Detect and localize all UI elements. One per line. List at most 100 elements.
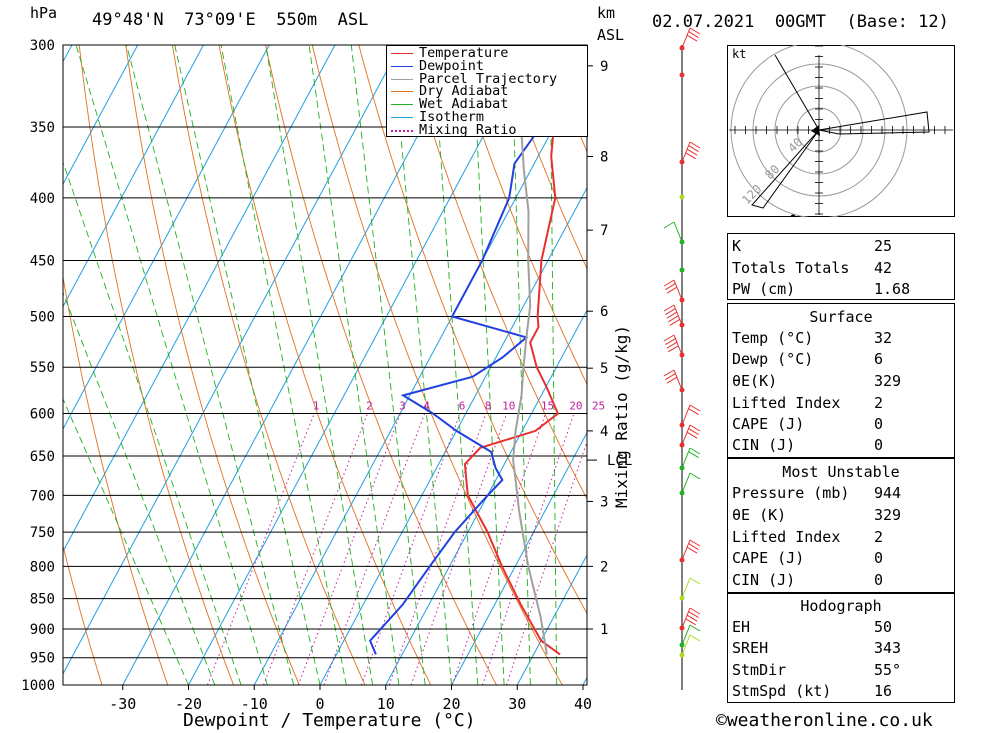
km-tick-label: 4 [600, 424, 608, 440]
wind-barb-feather [665, 373, 676, 381]
wet-adiabat-line [392, 45, 452, 685]
wind-barb-feather [689, 447, 701, 455]
wind-barb-feather [688, 543, 699, 551]
surface-row-temp: Temp (°C) 32 [732, 329, 893, 347]
wind-barb-feather [688, 145, 699, 153]
km-tick-label: 7 [600, 223, 608, 239]
legend-item-temperature: Temperature [391, 45, 587, 61]
wind-barb-feather [686, 34, 698, 42]
wind-barb-staff [673, 369, 683, 391]
dry-adiabat-line [358, 45, 587, 615]
most-unstable-panel: Most Unstable Pressure (mb) 944 θE (K) 329… [727, 458, 955, 593]
x-axis-label: Dewpoint / Temperature (°C) [183, 710, 476, 731]
pressure-tick-label: 600 [30, 406, 55, 422]
wind-barb-staff [673, 334, 683, 356]
pressure-tick-label: 500 [30, 310, 55, 326]
wind-barb-feather [689, 472, 701, 480]
hodograph-trace-east [818, 111, 930, 135]
legend-swatch [391, 91, 413, 93]
wind-barb-staff [681, 27, 691, 49]
wind-barb-staff [681, 472, 691, 494]
pressure-tick-label: 900 [30, 622, 55, 638]
hodograph-trace-southwest [751, 54, 820, 209]
wind-barb-feather [689, 27, 701, 35]
legend-label: Dewpoint [419, 57, 485, 74]
legend-item-mixing-ratio: Mixing Ratio [391, 123, 587, 137]
wind-barb-feather [686, 546, 698, 554]
mixing-ratio-label: 4 [423, 399, 430, 412]
x-tick-label: 20 [442, 695, 460, 713]
index-row-pw: PW (cm) 1.68 [732, 280, 911, 298]
wind-barb-feather [685, 152, 696, 160]
legend-label: Wet Adiabat [419, 96, 509, 113]
hodograph-unit-label: kt [732, 47, 746, 61]
legend-swatch [391, 78, 413, 80]
legend-item-dewpoint: Dewpoint [391, 57, 587, 74]
wind-barb-feather [689, 607, 701, 615]
isotherm-line [253, 64, 587, 685]
wind-barb-feather [686, 614, 698, 622]
wind-barb-feather [665, 338, 676, 346]
wind-barb-feather [663, 369, 675, 377]
wet-adiabat-line [472, 45, 505, 685]
wet-adiabat-line [63, 160, 242, 685]
wind-barb-feather [686, 431, 698, 439]
wind-barb-feather [666, 286, 678, 294]
wind-level-dot [679, 194, 685, 200]
hodo-row-eh: EH 50 [732, 618, 893, 636]
pressure-tick-label: 400 [30, 191, 55, 207]
surface-row-cape: CAPE (J) 0 [732, 415, 884, 433]
isotherm-line [385, 309, 587, 685]
mixing-ratio-label: 2 [366, 399, 373, 412]
hodograph: kt 40 80 120 [727, 45, 955, 217]
dry-adiabat-line [965, 45, 1000, 685]
mu-row-cape: CAPE (J) 0 [732, 549, 884, 567]
hodo-row-stmdir: StmDir 55° [732, 661, 902, 679]
wind-barb-feather [663, 304, 675, 312]
wet-adiabat-line [174, 45, 321, 685]
wind-level-dot [679, 267, 685, 273]
mixing-ratio-label: 15 [541, 399, 554, 412]
legend-item-parcel-trajectory: Parcel Trajectory [391, 72, 587, 86]
legend-label: Temperature [419, 45, 509, 61]
wind-barb-feather [688, 31, 699, 39]
x-tick-label: 40 [574, 695, 592, 713]
hodograph-stats-title: Hodograph [800, 597, 882, 615]
asl-unit-label: ASL [597, 26, 625, 44]
isotherm-line [63, 45, 402, 675]
wind-barb-feather [666, 376, 678, 384]
pressure-tick-label: 850 [30, 592, 55, 608]
wet-adiabat-line [432, 45, 479, 685]
axis-ticks: 3003504004505005506006507007508008509009… [21, 38, 632, 713]
wind-barb-feather [668, 345, 679, 353]
mixing-ratio-label: 1 [313, 399, 320, 412]
wind-barb-feather [669, 318, 681, 326]
wind-barb-feather [665, 283, 676, 291]
wind-barb-feather [689, 624, 701, 632]
mixing-ratio-label: 3 [399, 399, 406, 412]
wind-barb-feather [685, 618, 696, 626]
pressure-tick-label: 450 [30, 254, 55, 270]
mixing-ratio-label: 6 [459, 399, 466, 412]
hodograph-stats-panel: Hodograph EH 50 SREH 343 StmDir 55° StmSpd … [727, 593, 955, 703]
pressure-tick-label: 700 [30, 488, 55, 504]
wind-barb-feather [668, 315, 679, 323]
wind-barb-feather [689, 424, 701, 432]
wind-barb-staff [681, 141, 691, 163]
series-temperature [463, 45, 561, 656]
wind-barb-feather [689, 404, 701, 412]
pressure-tick-label: 800 [30, 559, 55, 575]
wind-barb-staff [681, 624, 691, 646]
lcl-label: LCL [607, 453, 632, 469]
wind-level-dot [679, 72, 685, 78]
km-tick-label: 1 [600, 622, 608, 638]
mixing-ratio-label: 20 [569, 399, 582, 412]
legend-item-dry-adiabat: Dry Adiabat [391, 85, 587, 98]
index-row-totals: Totals Totals 42 [732, 259, 893, 277]
mixing-ratio-axis-label: Mixing Ratio (g/kg) [612, 324, 631, 508]
x-tick-label: 30 [508, 695, 526, 713]
isotherm-line [63, 45, 139, 186]
km-unit-label: km [597, 4, 616, 22]
pressure-tick-label: 650 [30, 449, 55, 465]
